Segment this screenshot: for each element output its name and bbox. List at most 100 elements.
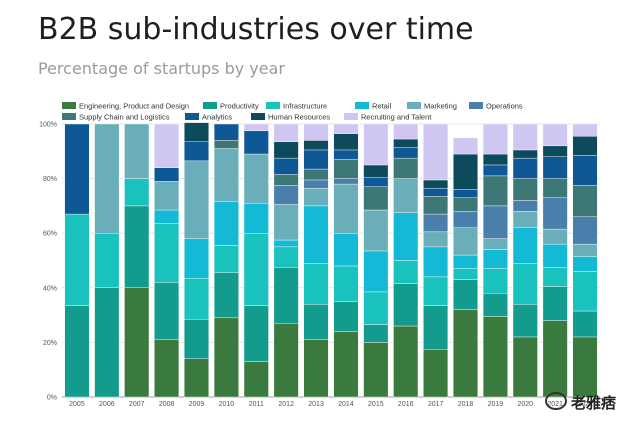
bar-segment <box>184 122 209 142</box>
bar-segment <box>482 175 508 207</box>
bar-segment <box>303 123 329 141</box>
bar-segment <box>154 282 180 340</box>
bars <box>64 122 598 398</box>
bar-segment <box>303 179 329 189</box>
bar-segment <box>572 336 598 398</box>
bar-segment <box>273 157 299 175</box>
bar-segment <box>572 243 598 257</box>
bar-segment <box>363 250 389 293</box>
legend-swatch <box>355 102 369 109</box>
legend-swatch <box>62 102 76 109</box>
bar-segment <box>423 276 449 306</box>
bar-segment <box>273 267 299 324</box>
bar-segment <box>482 164 508 177</box>
bar-segment <box>184 160 209 239</box>
bar-segment <box>423 123 449 181</box>
bar-segment <box>393 325 419 398</box>
legend-item: Operations <box>469 102 523 111</box>
legend-label: Retail <box>372 102 392 111</box>
bar-segment <box>213 272 239 319</box>
legend-item: Recruiting and Talent <box>344 113 432 122</box>
bar-segment <box>423 179 449 189</box>
bar-segment <box>393 147 419 159</box>
bar-segment <box>154 181 180 211</box>
x-tick-label: 2014 <box>338 401 354 408</box>
bar-segment <box>512 336 538 398</box>
x-tick-label: 2005 <box>69 401 85 408</box>
bar-segment <box>213 245 239 273</box>
bar-segment <box>393 212 419 261</box>
bar-segment <box>213 317 239 398</box>
x-tick-label: 2012 <box>278 401 294 408</box>
chart-title: B2B sub-industries over time <box>38 12 474 47</box>
x-tick-label: 2016 <box>398 401 414 408</box>
bar-segment <box>393 260 419 284</box>
bar-segment <box>482 123 508 155</box>
bar-segment <box>423 231 449 248</box>
legend-swatch <box>344 113 358 120</box>
x-tick-label: 2009 <box>189 401 205 408</box>
bar-segment <box>243 123 269 132</box>
bar-segment <box>184 238 209 279</box>
bar-segment <box>94 232 120 288</box>
bar-segment <box>213 123 239 141</box>
bar-segment <box>273 204 299 241</box>
bar-segment <box>243 202 269 234</box>
bar-segment <box>572 123 598 137</box>
bar-segment <box>482 205 508 239</box>
bar-segment <box>333 133 359 151</box>
bar-segment <box>363 123 389 166</box>
bar-segment <box>94 287 120 398</box>
legend-label: Human Resources <box>268 113 330 122</box>
bar-segment <box>273 239 299 248</box>
bar-segment <box>303 205 329 264</box>
bar-segment <box>572 271 598 312</box>
bar-segment <box>363 177 389 187</box>
y-tick-label: 20% <box>43 340 57 347</box>
bar-segment <box>542 286 568 321</box>
bar-segment <box>333 265 359 302</box>
bar-segment <box>333 159 359 179</box>
bar-segment <box>303 149 329 170</box>
bar-segment <box>243 153 269 204</box>
bar-segment <box>213 148 239 203</box>
bar-segment <box>184 318 209 359</box>
bar-segment <box>303 263 329 305</box>
bar-segment <box>184 141 209 162</box>
bar-segment <box>363 209 389 252</box>
legend-swatch <box>251 113 265 120</box>
bar-segment <box>542 123 568 147</box>
bar-segment <box>303 187 329 207</box>
legend-item: Supply Chain and Logistics <box>62 113 170 122</box>
bar-segment <box>363 291 389 325</box>
legend-item: Analytics <box>185 113 232 122</box>
bar-segment <box>64 305 90 398</box>
bar-segment <box>453 153 478 190</box>
bar-segment <box>542 267 568 287</box>
bar-segment <box>512 211 538 228</box>
bar-segment <box>512 123 538 151</box>
bar-segment <box>512 178 538 201</box>
watermark-text: 老雅痞 <box>571 394 617 412</box>
legend-item: Retail <box>355 102 392 111</box>
y-tick-label: 80% <box>43 176 57 183</box>
bar-segment <box>423 349 449 398</box>
bar-segment <box>423 305 449 350</box>
bar-segment <box>542 145 568 157</box>
y-axis-ticks: 0% 20% 40% 60% 80% 100% <box>39 122 57 402</box>
bar-segment <box>154 209 180 224</box>
watermark: 老雅痞 <box>545 392 616 413</box>
bar-segment <box>512 263 538 305</box>
x-tick-label: 2007 <box>129 401 145 408</box>
bar-segment <box>423 213 449 233</box>
bar-segment <box>512 157 538 179</box>
legend-swatch <box>203 102 217 109</box>
bar-segment <box>542 228 568 245</box>
legend-swatch <box>62 113 76 120</box>
bar-segment <box>453 254 478 269</box>
bar-segment <box>423 246 449 278</box>
bar-segment <box>572 136 598 156</box>
bar-segment <box>393 138 419 148</box>
bar-segment <box>363 186 389 211</box>
bar-segment <box>453 309 478 398</box>
